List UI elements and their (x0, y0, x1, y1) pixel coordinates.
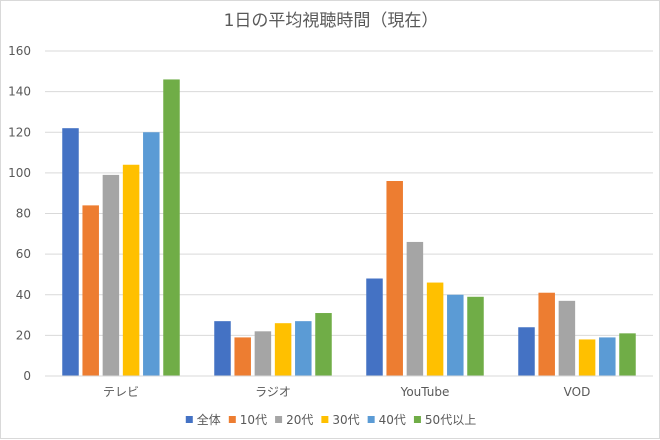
x-category-label: VOD (564, 385, 591, 399)
bar-テレビ-全体 (62, 128, 79, 376)
legend-item: 40代 (367, 413, 406, 427)
bar-YouTube-50代以上 (467, 296, 484, 376)
bar-YouTube-30代 (426, 282, 444, 376)
chart-title: 1日の平均視聴時間（現在） (224, 11, 439, 31)
y-tick-label: 80 (16, 207, 31, 221)
y-tick-label: 120 (8, 125, 31, 139)
bar-VOD-50代以上 (619, 333, 636, 376)
legend-label: 全体 (197, 412, 221, 427)
bar-テレビ-40代 (143, 132, 160, 376)
bar-VOD-10代 (538, 292, 555, 376)
x-axis-categories: テレビ ラジオ YouTube VOD (103, 385, 590, 399)
bar-VOD-20代 (558, 300, 576, 376)
y-tick-label: 100 (8, 166, 31, 180)
bar-VOD-全体 (518, 327, 535, 376)
bar-YouTube-全体 (366, 278, 383, 376)
bar-YouTube-20代 (406, 241, 424, 376)
bar-ラジオ-10代 (234, 337, 251, 376)
legend-item: 全体 (185, 412, 221, 427)
x-category-label: ラジオ (255, 385, 291, 399)
bar-ラジオ-50代以上 (315, 313, 332, 376)
bar-ラジオ-全体 (214, 321, 231, 376)
bar-テレビ-10代 (82, 205, 99, 376)
y-tick-label: 40 (16, 288, 31, 302)
x-category-label: YouTube (400, 385, 450, 399)
bar-テレビ-30代 (122, 164, 140, 376)
y-tick-label: 60 (16, 247, 31, 261)
legend-swatch (228, 416, 236, 423)
legend-label: 40代 (379, 413, 406, 427)
bar-ラジオ-30代 (274, 323, 292, 376)
bars (62, 79, 636, 376)
bar-YouTube-40代 (447, 294, 464, 376)
bar-ラジオ-20代 (254, 331, 272, 376)
legend-label: 10代 (240, 413, 267, 427)
legend-item: 30代 (321, 413, 360, 427)
legend-swatch (275, 416, 283, 423)
y-tick-label: 160 (8, 44, 31, 58)
bar-テレビ-50代以上 (163, 79, 180, 376)
legend-item: 10代 (228, 413, 267, 427)
legend-item: 20代 (275, 413, 313, 427)
bar-VOD-30代 (578, 339, 596, 376)
bar-VOD-40代 (599, 337, 616, 376)
legend-item: 50代以上 (413, 413, 476, 427)
legend-swatch (185, 416, 193, 423)
x-category-label: テレビ (103, 385, 139, 399)
y-tick-label: 140 (8, 85, 31, 99)
y-axis-ticks: 0 20 40 60 80 100 120 140 160 (8, 44, 31, 383)
legend-swatch (413, 416, 421, 423)
y-tick-label: 0 (23, 369, 31, 383)
legend-label: 30代 (332, 413, 359, 427)
legend-swatch (321, 416, 329, 423)
legend-swatch (367, 416, 375, 423)
legend-label: 50代以上 (425, 413, 476, 427)
legend: 全体 10代 20代 30代 40代 50代以上 (185, 412, 476, 427)
legend-label: 20代 (286, 413, 313, 427)
bar-YouTube-10代 (386, 181, 403, 376)
y-tick-label: 20 (16, 328, 31, 342)
bar-テレビ-20代 (102, 174, 120, 376)
bar-ラジオ-40代 (295, 321, 312, 376)
